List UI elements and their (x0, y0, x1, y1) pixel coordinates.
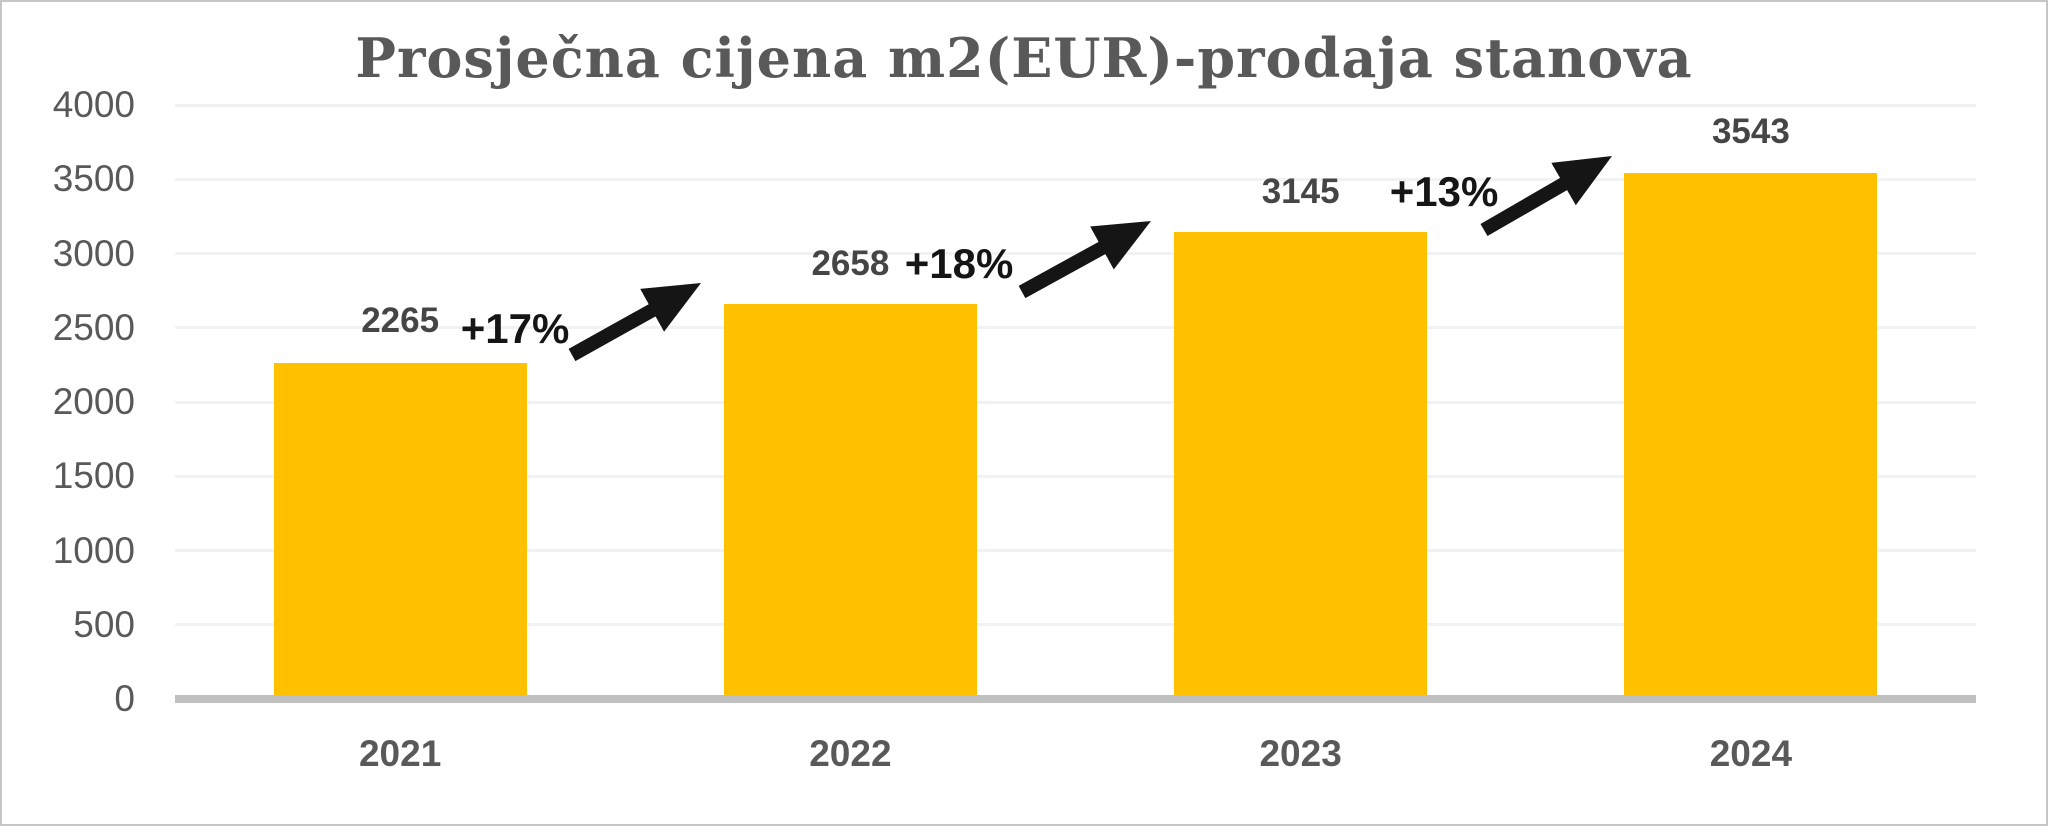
growth-arrow-3 (1480, 156, 1612, 237)
y-tick-label-2000: 2000 (52, 381, 135, 422)
pct-change-label-3: +13% (1389, 168, 1499, 215)
y-tick-label-3000: 3000 (52, 232, 135, 274)
value-label-2024: 3543 (1711, 112, 1790, 151)
gridline (175, 474, 1976, 478)
x-tick-label-2023: 2023 (1259, 733, 1342, 774)
y-tick-label-2500: 2500 (52, 306, 135, 348)
gridline (175, 177, 1976, 181)
y-tick-label-500: 500 (73, 603, 135, 645)
pct-change-label-2: +18% (904, 240, 1014, 287)
gridline (175, 103, 1976, 107)
y-tick-label-3500: 3500 (52, 158, 135, 200)
chart-title: Prosječna cijena m2(EUR)-prodaja stanova (355, 26, 1693, 90)
value-label-2023: 3145 (1261, 172, 1340, 211)
pct-change-label-1: +17% (460, 305, 570, 352)
value-label-2021: 2265 (361, 301, 440, 340)
gridline (175, 623, 1976, 627)
bar-2021 (273, 362, 527, 699)
y-tick-label-0: 0 (114, 678, 135, 719)
y-tick-label-1000: 1000 (52, 529, 135, 571)
y-tick-label-1500: 1500 (52, 455, 135, 497)
x-tick-label-2024: 2024 (1709, 733, 1793, 774)
bar-2023 (1174, 231, 1428, 699)
y-tick-label-4000: 4000 (52, 84, 135, 125)
x-axis-line (175, 695, 1976, 703)
gridline (175, 326, 1976, 330)
gridline (175, 400, 1976, 404)
bar-2022 (723, 304, 977, 699)
x-tick-label-2021: 2021 (358, 733, 442, 774)
value-label-2022: 2658 (811, 244, 890, 283)
growth-arrow-2 (1018, 221, 1151, 299)
bar-2024 (1624, 172, 1878, 699)
gridline (175, 549, 1976, 552)
x-tick-label-2022: 2022 (809, 733, 892, 774)
growth-arrow-1 (568, 283, 701, 362)
